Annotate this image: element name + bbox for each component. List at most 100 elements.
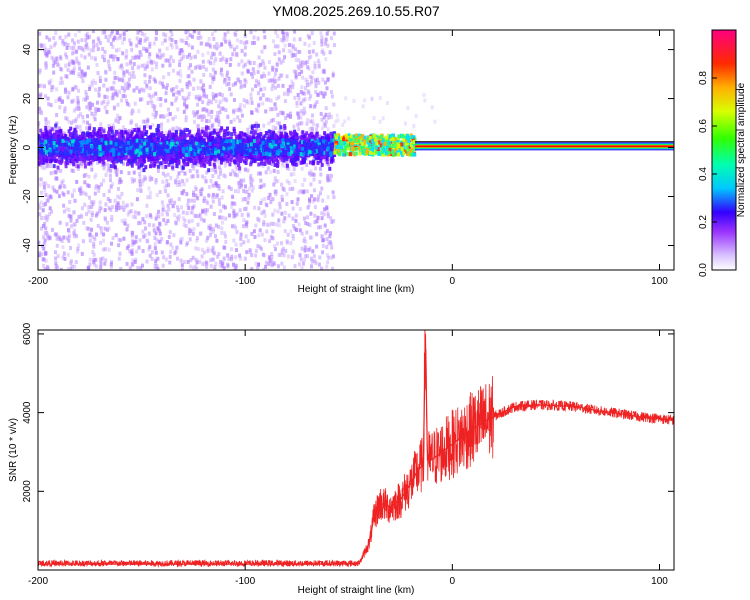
heatmap-cell: [211, 192, 215, 197]
heatmap-cell: [121, 51, 125, 56]
heatmap-cell: [289, 241, 293, 246]
heatmap-cell: [271, 212, 275, 217]
heatmap-cell: [62, 184, 66, 189]
heatmap-cell: [224, 216, 228, 221]
heatmap-cell: [75, 105, 79, 110]
heatmap-cell: [284, 249, 288, 253]
heatmap-cell: [131, 262, 134, 266]
heatmap-cell: [309, 80, 313, 85]
heatmap-cell: [321, 48, 325, 53]
heatmap-cell: [178, 127, 182, 132]
heatmap-cell: [267, 97, 270, 102]
heatmap-cell: [194, 214, 198, 219]
heatmap-cell: [264, 131, 268, 135]
heatmap-cell: [90, 134, 94, 139]
heatmap-cell: [75, 158, 79, 163]
heatmap-cell: [152, 60, 156, 65]
heatmap-cell: [291, 186, 295, 191]
heatmap-cell: [322, 68, 326, 73]
heatmap-cell: [44, 47, 47, 52]
heatmap-cell: [129, 59, 133, 64]
heatmap-cell: [43, 240, 47, 245]
heatmap-cell: [272, 168, 276, 173]
heatmap-cell: [111, 30, 114, 34]
heatmap-cell: [92, 39, 96, 44]
heatmap-cell: [273, 102, 277, 107]
heatmap-cell: [159, 103, 163, 108]
heatmap-cell: [240, 71, 244, 76]
heatmap-cell: [235, 212, 239, 217]
heatmap-cell: [78, 66, 82, 71]
heatmap-cell: [161, 84, 165, 89]
heatmap-cell: [67, 207, 71, 212]
heatmap-cell: [106, 95, 109, 100]
heatmap-cell: [162, 32, 166, 37]
heatmap-cell: [75, 234, 79, 239]
heatmap-cell: [311, 113, 314, 118]
heatmap-cell: [115, 205, 118, 210]
heatmap-cell: [70, 168, 74, 173]
heatmap-cell: [217, 165, 221, 170]
heatmap-cell: [202, 196, 206, 201]
heatmap-cell: [290, 50, 294, 55]
heatmap-cell: [229, 136, 233, 141]
heatmap-cell: [187, 219, 191, 224]
heatmap-cell: [78, 187, 82, 192]
heatmap-cell: [88, 232, 92, 237]
heatmap-cell: [200, 247, 204, 252]
heatmap-cell: [291, 236, 295, 241]
heatmap-cell: [331, 71, 335, 76]
heatmap-cell: [320, 35, 324, 40]
heatmap-cell: [190, 69, 194, 74]
heatmap-cell: [324, 112, 328, 117]
heatmap-cell: [206, 101, 210, 106]
heatmap-cell: [292, 162, 296, 167]
heatmap-cell: [302, 189, 306, 194]
heatmap-cell: [303, 86, 307, 91]
heatmap-cell: [209, 44, 212, 49]
heatmap-cell: [95, 211, 99, 216]
heatmap-cell: [211, 96, 215, 101]
heatmap-cell: [111, 123, 115, 128]
heatmap-cell: [310, 264, 313, 269]
heatmap-cell: [299, 90, 303, 94]
heatmap-cell: [249, 173, 253, 178]
heatmap-cell: [314, 80, 318, 85]
heatmap-cell: [217, 131, 221, 136]
heatmap-cell: [219, 209, 223, 213]
heatmap-cell: [170, 88, 174, 93]
heatmap-cell: [207, 112, 211, 117]
heatmap-cell: [117, 243, 121, 248]
heatmap-cell: [200, 129, 204, 134]
heatmap-cell: [296, 64, 300, 69]
heatmap-cell: [317, 262, 321, 267]
heatmap-cell: [42, 257, 46, 262]
heatmap-cell: [226, 30, 230, 34]
heatmap-cell: [210, 109, 214, 114]
heatmap-cell: [317, 64, 321, 69]
heatmap-cell: [115, 75, 119, 80]
heatmap-cell: [69, 70, 73, 75]
heatmap-cell: [116, 201, 120, 206]
heatmap-cell: [204, 42, 208, 47]
heatmap-cell: [84, 97, 88, 102]
heatmap-cell: [161, 207, 165, 212]
heatmap-cell: [219, 171, 223, 176]
heatmap-cell: [186, 162, 190, 166]
heatmap-cell: [153, 266, 157, 270]
heatmap-cell: [161, 179, 165, 184]
heatmap-cell: [158, 239, 162, 244]
heatmap-cell: [184, 118, 188, 123]
heatmap-cell: [154, 110, 158, 115]
heatmap-cell: [77, 114, 80, 119]
heatmap-cell: [315, 52, 319, 57]
heatmap-cell: [125, 261, 129, 266]
heatmap-cell: [189, 210, 193, 215]
heatmap-cell: [52, 127, 56, 132]
heatmap-cell: [299, 160, 303, 165]
heatmap-cell: [309, 119, 313, 124]
heatmap-cell: [288, 111, 292, 116]
heatmap-cell: [158, 80, 162, 85]
heatmap-cell: [184, 224, 188, 228]
heatmap-cell: [99, 126, 103, 131]
